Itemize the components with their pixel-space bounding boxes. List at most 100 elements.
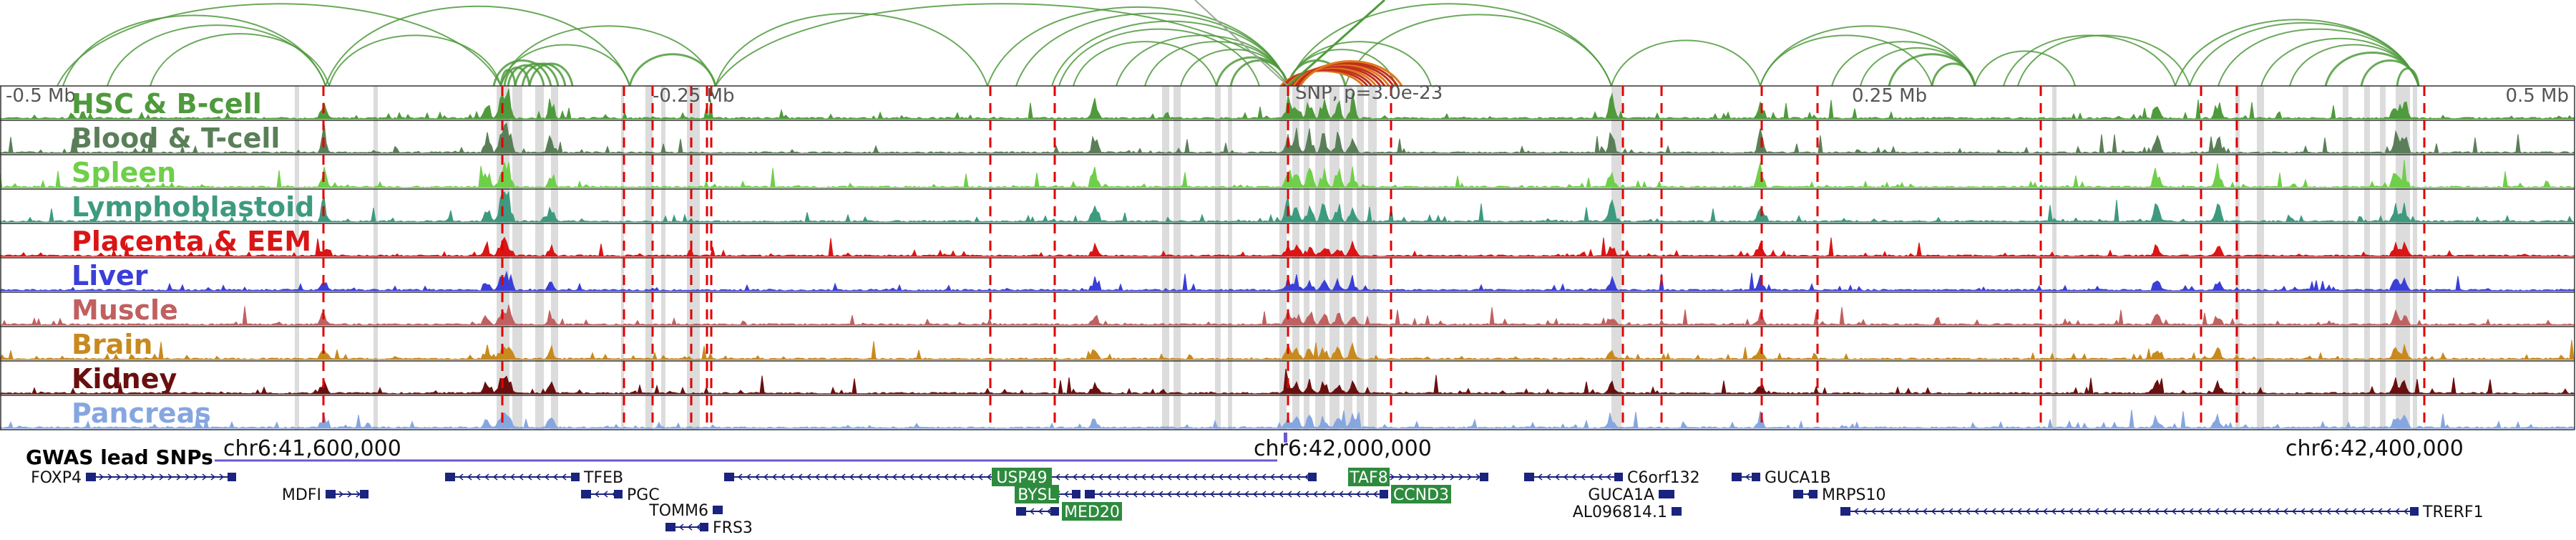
interaction-arc bbox=[1229, 59, 1289, 87]
strand-arrow bbox=[544, 473, 550, 481]
coord-41600000: chr6:41,600,000 bbox=[223, 436, 401, 461]
gene-exon bbox=[1666, 490, 1674, 498]
strand-arrow bbox=[789, 473, 794, 481]
strand-arrow bbox=[1862, 508, 1868, 515]
strand-arrow bbox=[2016, 508, 2022, 515]
strand-arrow bbox=[116, 473, 122, 481]
gene-bysl: BYSL bbox=[1015, 485, 1080, 504]
axis-label-left: -0.5 Mb bbox=[6, 85, 76, 107]
strand-arrow bbox=[1896, 508, 1902, 515]
gene-label: GUCA1A bbox=[1588, 486, 1654, 504]
strand-arrow bbox=[2042, 508, 2048, 515]
gene-label: CCND3 bbox=[1393, 486, 1449, 504]
strand-arrow bbox=[1115, 491, 1121, 498]
gene-ccnd3: CCND3 bbox=[1085, 485, 1451, 504]
gene-exon bbox=[700, 523, 708, 531]
strand-arrow bbox=[806, 473, 811, 481]
gene-exon bbox=[1050, 507, 1059, 516]
strand-arrow bbox=[1244, 473, 1249, 481]
gene-exon bbox=[1614, 473, 1623, 481]
strand-arrow bbox=[2068, 508, 2074, 515]
gene-exon bbox=[86, 473, 96, 481]
gene-highlight-box bbox=[1015, 485, 1059, 503]
strand-arrow bbox=[866, 473, 872, 481]
strand-arrow bbox=[892, 473, 897, 481]
strand-arrow bbox=[1931, 508, 1936, 515]
strand-arrow bbox=[1132, 491, 1138, 498]
gene-exon bbox=[360, 490, 369, 498]
strand-arrow bbox=[2205, 508, 2211, 515]
interaction-arc bbox=[628, 53, 717, 87]
interaction-arc bbox=[715, 12, 988, 87]
strand-arrow bbox=[594, 491, 600, 498]
strand-arrow bbox=[917, 473, 923, 481]
strand-arrow bbox=[1141, 473, 1146, 481]
gene-exon bbox=[1380, 490, 1388, 498]
gene-exon bbox=[1016, 507, 1026, 516]
gene-foxp4: FOXP4 bbox=[31, 469, 236, 487]
gene-exon bbox=[581, 490, 591, 498]
strand-arrow bbox=[1226, 491, 1232, 498]
strand-arrow bbox=[1364, 491, 1370, 498]
strand-arrow bbox=[771, 473, 777, 481]
strand-arrow bbox=[2162, 508, 2168, 515]
gene-highlight-box bbox=[992, 468, 1052, 486]
strand-arrow bbox=[977, 473, 983, 481]
strand-arrow bbox=[1467, 473, 1473, 481]
strand-arrow bbox=[2188, 508, 2194, 515]
strand-arrow bbox=[754, 473, 760, 481]
strand-arrow bbox=[1295, 491, 1301, 498]
interaction-arc bbox=[1974, 50, 2076, 87]
gene-usp49: USP49 bbox=[724, 468, 1317, 487]
strand-arrow bbox=[2180, 508, 2185, 515]
strand-arrow bbox=[1235, 473, 1241, 481]
interaction-arc bbox=[2003, 34, 2176, 87]
axis-label-snp: SNP, p=3.0e-23 bbox=[1295, 82, 1443, 104]
strand-arrow bbox=[2248, 508, 2254, 515]
interaction-arc-offscreen bbox=[1194, 0, 1289, 87]
gene-label: USP49 bbox=[996, 469, 1047, 487]
interaction-arc bbox=[57, 3, 502, 87]
gene-exon bbox=[1672, 507, 1680, 516]
strand-arrow bbox=[2300, 508, 2306, 515]
strand-arrow bbox=[1424, 473, 1430, 481]
interaction-arc-offscreen bbox=[1287, 0, 1385, 87]
strand-arrow bbox=[2171, 508, 2177, 515]
axis-label-mid-left: -0.25 Mb bbox=[653, 85, 734, 107]
interaction-arc bbox=[2218, 28, 2419, 87]
strand-arrow bbox=[602, 491, 608, 498]
track-label: Lymphoblastoid bbox=[72, 191, 314, 223]
strand-arrow bbox=[2368, 508, 2374, 515]
strand-arrow bbox=[823, 473, 829, 481]
strand-arrow bbox=[1038, 508, 1043, 515]
strand-arrow bbox=[1372, 491, 1378, 498]
strand-arrow bbox=[1166, 473, 1172, 481]
strand-arrow bbox=[1939, 508, 1945, 515]
interaction-arc bbox=[500, 25, 716, 87]
strand-arrow bbox=[1450, 473, 1455, 481]
interaction-arc bbox=[2360, 59, 2420, 87]
gwas-snp-marker bbox=[1284, 433, 1287, 443]
strand-arrow bbox=[2257, 508, 2263, 515]
interaction-arc bbox=[528, 62, 574, 87]
strand-arrow bbox=[338, 491, 344, 498]
strand-arrow bbox=[814, 473, 820, 481]
strand-arrow bbox=[960, 473, 966, 481]
strand-arrow bbox=[2034, 508, 2039, 515]
interaction-arc bbox=[1760, 25, 1976, 87]
strand-arrow bbox=[1355, 491, 1361, 498]
strand-arrow bbox=[1098, 473, 1103, 481]
strand-arrow bbox=[518, 473, 524, 481]
interaction-arc bbox=[1611, 39, 1761, 87]
strand-arrow bbox=[1312, 491, 1318, 498]
gene-exon bbox=[665, 523, 675, 531]
strand-arrow bbox=[1287, 491, 1292, 498]
gene-label: TRERF1 bbox=[2422, 503, 2484, 521]
gene-label: PGC bbox=[627, 486, 660, 504]
track-label: Muscle bbox=[72, 294, 178, 326]
gene-exon bbox=[1524, 473, 1534, 481]
strand-arrow bbox=[552, 473, 558, 481]
strand-arrow bbox=[1123, 491, 1129, 498]
